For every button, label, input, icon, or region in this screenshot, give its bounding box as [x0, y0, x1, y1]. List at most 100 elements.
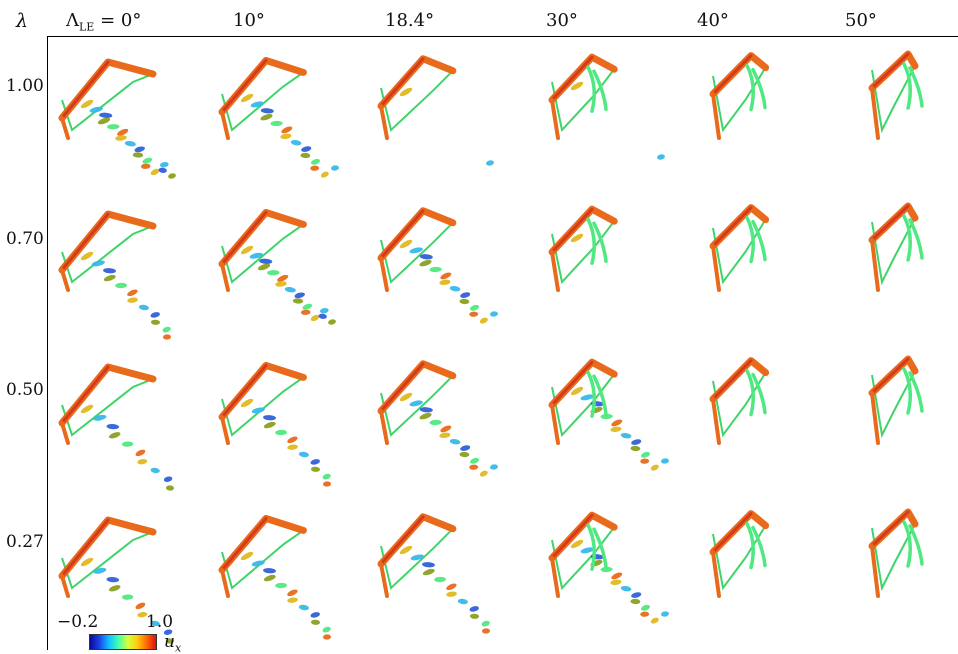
vortex-structure: [290, 139, 302, 146]
wing-root-edge: [60, 116, 70, 140]
vortex-plot-cell: [838, 345, 958, 495]
vortex-structure: [142, 157, 153, 164]
wing-leading-edge: [58, 210, 157, 274]
leading-edge-vortex: [592, 69, 608, 111]
vertical-axis-line: [47, 36, 48, 650]
colorbar-max-label: 1.0: [146, 612, 174, 632]
vortex-structure: [440, 272, 452, 280]
vortex-structure: [422, 568, 435, 576]
vortex-structure: [422, 562, 435, 568]
wing-vortex-svg: [58, 210, 171, 340]
vortex-structure: [490, 464, 498, 470]
wing-root-edge: [550, 250, 560, 292]
vortex-structure: [310, 459, 320, 465]
vortex-structure: [449, 285, 461, 292]
row-label-1: 0.70: [6, 229, 44, 249]
wing-vortex-svg: [377, 360, 498, 477]
vortex-structure: [137, 459, 148, 465]
vortex-plot-cell: [365, 40, 515, 190]
vortex-structure: [302, 303, 313, 310]
leading-edge-vortex: [592, 374, 608, 416]
row-label-0: 1.00: [6, 76, 44, 96]
vortex-structure: [429, 266, 442, 273]
column-header-5: 50°: [845, 10, 877, 31]
vortex-plot-cell: [58, 40, 208, 190]
vortex-structure: [310, 466, 321, 472]
wing-leading-edge-core: [220, 516, 268, 572]
vortex-structure: [263, 415, 276, 421]
vortex-plot-cell: [530, 40, 680, 190]
vortex-structure: [300, 309, 311, 315]
wing-vortex-svg: [709, 52, 770, 140]
vortex-structure: [457, 598, 468, 605]
vortex-structure: [150, 312, 160, 318]
vortex-structure: [631, 592, 642, 598]
vortex-structure: [250, 101, 264, 108]
vortex-structure: [320, 171, 329, 178]
wing-root-edge: [60, 421, 70, 445]
wing-root-edge: [870, 544, 880, 598]
wing-vortex-svg: [218, 361, 331, 487]
vortex-structure: [287, 436, 298, 444]
wing-leading-edge-core: [870, 52, 910, 90]
vortex-structure: [263, 574, 276, 582]
vortex-structure: [570, 81, 584, 91]
vortex-structure: [287, 597, 298, 603]
vortex-structure: [440, 425, 452, 433]
vortex-structure: [249, 252, 263, 259]
col-prefix-symbol: Λ: [66, 10, 79, 31]
vortex-plot-cell: [365, 345, 515, 495]
wing-leading-edge-core: [60, 518, 110, 578]
vortex-structure: [490, 311, 498, 317]
vortex-structure: [446, 583, 457, 591]
vortex-structure: [93, 567, 107, 574]
vortex-structure: [319, 308, 329, 314]
vortex-structure: [641, 451, 650, 458]
horizontal-axis-line: [47, 36, 958, 37]
wing-root-edge: [220, 110, 230, 140]
wing-vortex-svg: [377, 207, 498, 324]
vortex-structure: [150, 319, 161, 325]
column-label: 30°: [546, 10, 578, 31]
wing-vortex-svg: [548, 358, 669, 471]
leading-edge-vortex: [586, 217, 596, 265]
vortex-structure: [439, 432, 451, 438]
vortex-structure: [409, 400, 423, 407]
wing-root-edge: [711, 550, 721, 598]
wing-leading-edge-core: [550, 55, 594, 102]
wing-leading-edge-core: [550, 360, 594, 407]
wing-leading-edge-core: [550, 207, 594, 254]
vortex-structure: [138, 304, 149, 311]
leading-edge-vortex: [745, 368, 755, 417]
wing-leading-edge-core: [220, 363, 268, 419]
vortex-structure: [259, 258, 273, 264]
wing-vortex-svg: [58, 58, 176, 179]
vortex-structure: [311, 158, 320, 165]
wing-vortex-svg: [868, 355, 924, 445]
vortex-structure: [399, 545, 413, 555]
vortex-structure: [134, 146, 145, 153]
leading-edge-vortex: [908, 66, 924, 108]
wing-leading-edge-core: [870, 357, 910, 395]
vortex-plot-cell: [212, 345, 362, 495]
vortex-plot-cell: [365, 498, 515, 648]
vortex-structure: [99, 112, 113, 118]
wing-leading-edge-core: [870, 204, 910, 242]
vortex-plot-cell: [530, 345, 680, 495]
vortex-structure: [115, 135, 127, 141]
column-label: 10°: [233, 10, 265, 31]
wing-leading-edge-core: [220, 58, 268, 114]
vortex-structure: [580, 394, 594, 401]
wing-vortex-svg: [58, 363, 174, 491]
vortex-structure: [135, 449, 146, 457]
vortex-structure: [460, 292, 471, 298]
wing-vortex-svg: [377, 55, 494, 166]
vortex-plot-cell: [58, 192, 208, 342]
vortex-structure: [298, 451, 309, 458]
vortex-structure: [298, 604, 309, 611]
column-header-4: 40°: [697, 10, 729, 31]
vortex-structure: [93, 414, 107, 421]
wing-vortex-svg: [377, 513, 490, 634]
vortex-structure: [322, 626, 331, 633]
wing-leading-edge-core: [711, 359, 753, 401]
